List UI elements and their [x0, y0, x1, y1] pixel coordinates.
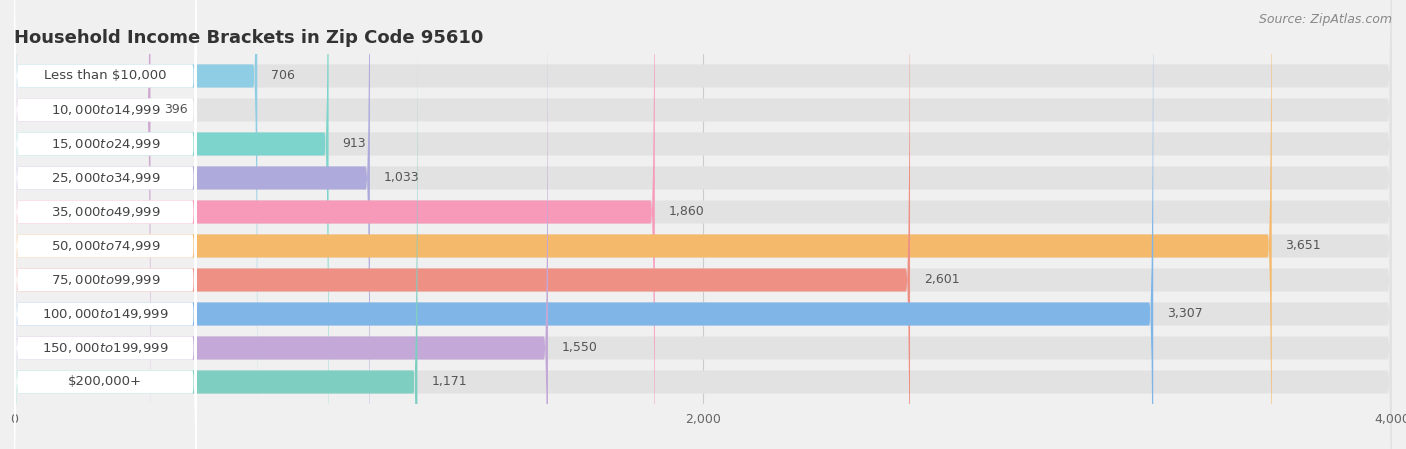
Text: 1,033: 1,033: [384, 172, 419, 185]
FancyBboxPatch shape: [14, 0, 1392, 449]
Text: Source: ZipAtlas.com: Source: ZipAtlas.com: [1258, 13, 1392, 26]
Text: $200,000+: $200,000+: [69, 375, 142, 388]
FancyBboxPatch shape: [14, 0, 197, 449]
FancyBboxPatch shape: [14, 0, 197, 449]
Text: 1,171: 1,171: [432, 375, 467, 388]
Text: Household Income Brackets in Zip Code 95610: Household Income Brackets in Zip Code 95…: [14, 29, 484, 47]
FancyBboxPatch shape: [14, 0, 197, 449]
Text: 3,307: 3,307: [1167, 308, 1202, 321]
Text: Less than $10,000: Less than $10,000: [44, 70, 166, 83]
FancyBboxPatch shape: [14, 0, 197, 449]
Text: 913: 913: [342, 137, 366, 150]
Text: $10,000 to $14,999: $10,000 to $14,999: [51, 103, 160, 117]
FancyBboxPatch shape: [14, 0, 655, 449]
Text: $25,000 to $34,999: $25,000 to $34,999: [51, 171, 160, 185]
FancyBboxPatch shape: [14, 0, 197, 449]
Text: 3,651: 3,651: [1285, 239, 1322, 252]
Text: $15,000 to $24,999: $15,000 to $24,999: [51, 137, 160, 151]
FancyBboxPatch shape: [14, 0, 1392, 449]
FancyBboxPatch shape: [14, 0, 370, 449]
FancyBboxPatch shape: [14, 0, 1392, 449]
Text: $35,000 to $49,999: $35,000 to $49,999: [51, 205, 160, 219]
FancyBboxPatch shape: [14, 0, 257, 449]
Text: $75,000 to $99,999: $75,000 to $99,999: [51, 273, 160, 287]
Text: $150,000 to $199,999: $150,000 to $199,999: [42, 341, 169, 355]
FancyBboxPatch shape: [14, 0, 1392, 449]
FancyBboxPatch shape: [14, 0, 1271, 449]
FancyBboxPatch shape: [14, 0, 1392, 449]
Text: $50,000 to $74,999: $50,000 to $74,999: [51, 239, 160, 253]
FancyBboxPatch shape: [14, 0, 150, 449]
FancyBboxPatch shape: [14, 0, 197, 449]
FancyBboxPatch shape: [14, 0, 197, 449]
FancyBboxPatch shape: [14, 0, 329, 449]
FancyBboxPatch shape: [14, 0, 1392, 449]
FancyBboxPatch shape: [14, 0, 1392, 449]
FancyBboxPatch shape: [14, 0, 1392, 449]
Text: 396: 396: [165, 103, 188, 116]
Text: 706: 706: [271, 70, 295, 83]
FancyBboxPatch shape: [14, 0, 197, 449]
Text: 2,601: 2,601: [924, 273, 959, 286]
FancyBboxPatch shape: [14, 0, 197, 449]
Text: 1,860: 1,860: [669, 206, 704, 219]
FancyBboxPatch shape: [14, 0, 197, 449]
FancyBboxPatch shape: [14, 0, 548, 449]
Text: 1,550: 1,550: [562, 342, 598, 355]
FancyBboxPatch shape: [14, 0, 1392, 449]
FancyBboxPatch shape: [14, 0, 418, 449]
Text: $100,000 to $149,999: $100,000 to $149,999: [42, 307, 169, 321]
FancyBboxPatch shape: [14, 0, 1392, 449]
FancyBboxPatch shape: [14, 0, 1153, 449]
FancyBboxPatch shape: [14, 0, 910, 449]
